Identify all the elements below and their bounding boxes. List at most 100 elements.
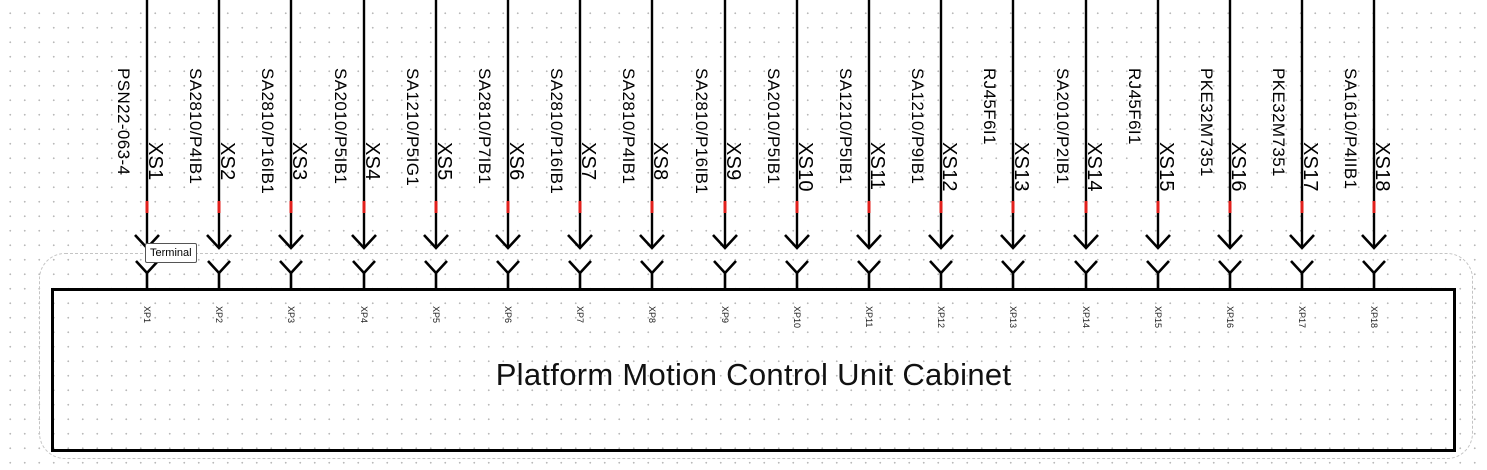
socket-arrow-icon <box>639 234 665 250</box>
connector-11[interactable] <box>856 0 882 290</box>
cable-label: SA2010/P5IB1 <box>764 68 783 185</box>
connector-2[interactable] <box>206 0 232 290</box>
connector-7[interactable] <box>567 0 593 290</box>
socket-label: XS4 <box>361 142 383 181</box>
socket-arrow-icon <box>1073 234 1099 250</box>
cable-label: SA1210/P9IB1 <box>908 68 927 185</box>
plug-label: XP14 <box>1081 306 1091 329</box>
connector-14[interactable] <box>1073 0 1099 290</box>
connector-16[interactable] <box>1217 0 1243 290</box>
cable-label: SA2010/P5IB1 <box>331 68 350 185</box>
connector-15[interactable] <box>1145 0 1171 290</box>
socket-label: XS9 <box>722 142 744 181</box>
socket-label: XS1 <box>144 142 166 181</box>
plug-label: XP15 <box>1153 306 1163 329</box>
cabinet-block[interactable] <box>51 288 1456 452</box>
socket-label: XS3 <box>288 142 310 181</box>
cable-label: SA2810/P16IB1 <box>692 68 711 195</box>
plug-label: XP1 <box>142 306 152 324</box>
socket-label: XS18 <box>1371 142 1393 192</box>
plug-label: XP4 <box>359 306 369 324</box>
socket-label: XS10 <box>794 142 816 192</box>
socket-arrow-icon <box>1000 234 1026 250</box>
cable-label: RJ45F6I1 <box>1125 68 1144 145</box>
connector-18[interactable] <box>1361 0 1387 290</box>
cable-label: PKE32M7351 <box>1269 68 1288 177</box>
plug-label: XP17 <box>1297 306 1307 329</box>
cable-label: SA2010/P2IB1 <box>1053 68 1072 185</box>
socket-arrow-icon <box>495 234 521 250</box>
socket-arrow-icon <box>1217 234 1243 250</box>
socket-arrow-icon <box>567 234 593 250</box>
cabinet-title: Platform Motion Control Unit Cabinet <box>495 357 1012 392</box>
cable-label: SA2810/P7IB1 <box>475 68 494 185</box>
plug-label: XP18 <box>1369 306 1379 329</box>
plug-fork-icon <box>1362 260 1386 275</box>
cable-label: SA1610/P4IIB1 <box>1341 68 1360 190</box>
plug-label: XP16 <box>1225 306 1235 329</box>
socket-label: XS7 <box>577 142 599 181</box>
plug-label: XP12 <box>936 306 946 329</box>
connector-6[interactable] <box>495 0 521 290</box>
socket-arrow-icon <box>856 234 882 250</box>
terminal-tooltip: Terminal <box>145 243 197 263</box>
plug-fork-icon <box>352 260 376 275</box>
socket-arrow-icon <box>1289 234 1315 250</box>
cable-label: SA1210/P5IG1 <box>403 68 422 187</box>
connector-17[interactable] <box>1289 0 1315 290</box>
socket-arrow-icon <box>712 234 738 250</box>
plug-label: XP3 <box>286 306 296 324</box>
socket-label: XS15 <box>1155 142 1177 192</box>
socket-arrow-icon <box>1145 234 1171 250</box>
socket-label: XS2 <box>216 142 238 181</box>
socket-arrow-icon <box>928 234 954 250</box>
connector-1[interactable] <box>134 0 160 290</box>
socket-label: XS16 <box>1227 142 1249 192</box>
plug-label: XP9 <box>720 306 730 324</box>
socket-label: XS11 <box>866 142 888 191</box>
socket-arrow-icon <box>784 234 810 250</box>
plug-label: XP8 <box>647 306 657 324</box>
socket-label: XS14 <box>1083 142 1105 192</box>
connector-3[interactable] <box>278 0 304 290</box>
socket-label: XS5 <box>433 142 455 181</box>
plug-label: XP6 <box>503 306 513 324</box>
plug-fork-icon <box>279 260 303 275</box>
plug-fork-icon <box>496 260 520 275</box>
plug-label: XP11 <box>864 306 874 328</box>
socket-label: XS6 <box>505 142 527 181</box>
connector-4[interactable] <box>351 0 377 290</box>
cable-label: SA2810/P4IB1 <box>186 68 205 185</box>
connector-5[interactable] <box>423 0 449 290</box>
socket-label: XS13 <box>1010 142 1032 192</box>
plug-fork-icon <box>1001 260 1025 275</box>
cable-label: PSN22-063-4 <box>114 68 133 176</box>
plug-fork-icon <box>568 260 592 275</box>
connector-8[interactable] <box>639 0 665 290</box>
plug-fork-icon <box>1074 260 1098 275</box>
plug-fork-icon <box>929 260 953 275</box>
plug-fork-icon <box>1218 260 1242 275</box>
plug-label: XP2 <box>214 306 224 324</box>
cable-label: PKE32M7351 <box>1197 68 1216 177</box>
cable-label: RJ45F6I1 <box>980 68 999 145</box>
socket-label: XS12 <box>938 142 960 192</box>
cabinet-group-outline <box>39 253 1473 459</box>
cable-label: SA1210/P5IB1 <box>836 68 855 185</box>
socket-label: XS8 <box>649 142 671 181</box>
connector-9[interactable] <box>712 0 738 290</box>
socket-label: XS17 <box>1299 142 1321 192</box>
socket-arrow-icon <box>206 234 232 250</box>
plug-fork-icon <box>640 260 664 275</box>
plug-fork-icon <box>1146 260 1170 275</box>
plug-fork-icon <box>207 260 231 275</box>
cable-label: SA2810/P4IB1 <box>619 68 638 185</box>
plug-label: XP7 <box>575 306 585 324</box>
connector-10[interactable] <box>784 0 810 290</box>
socket-arrow-icon <box>423 234 449 250</box>
connector-13[interactable] <box>1000 0 1026 290</box>
plug-label: XP5 <box>431 306 441 324</box>
connector-12[interactable] <box>928 0 954 290</box>
